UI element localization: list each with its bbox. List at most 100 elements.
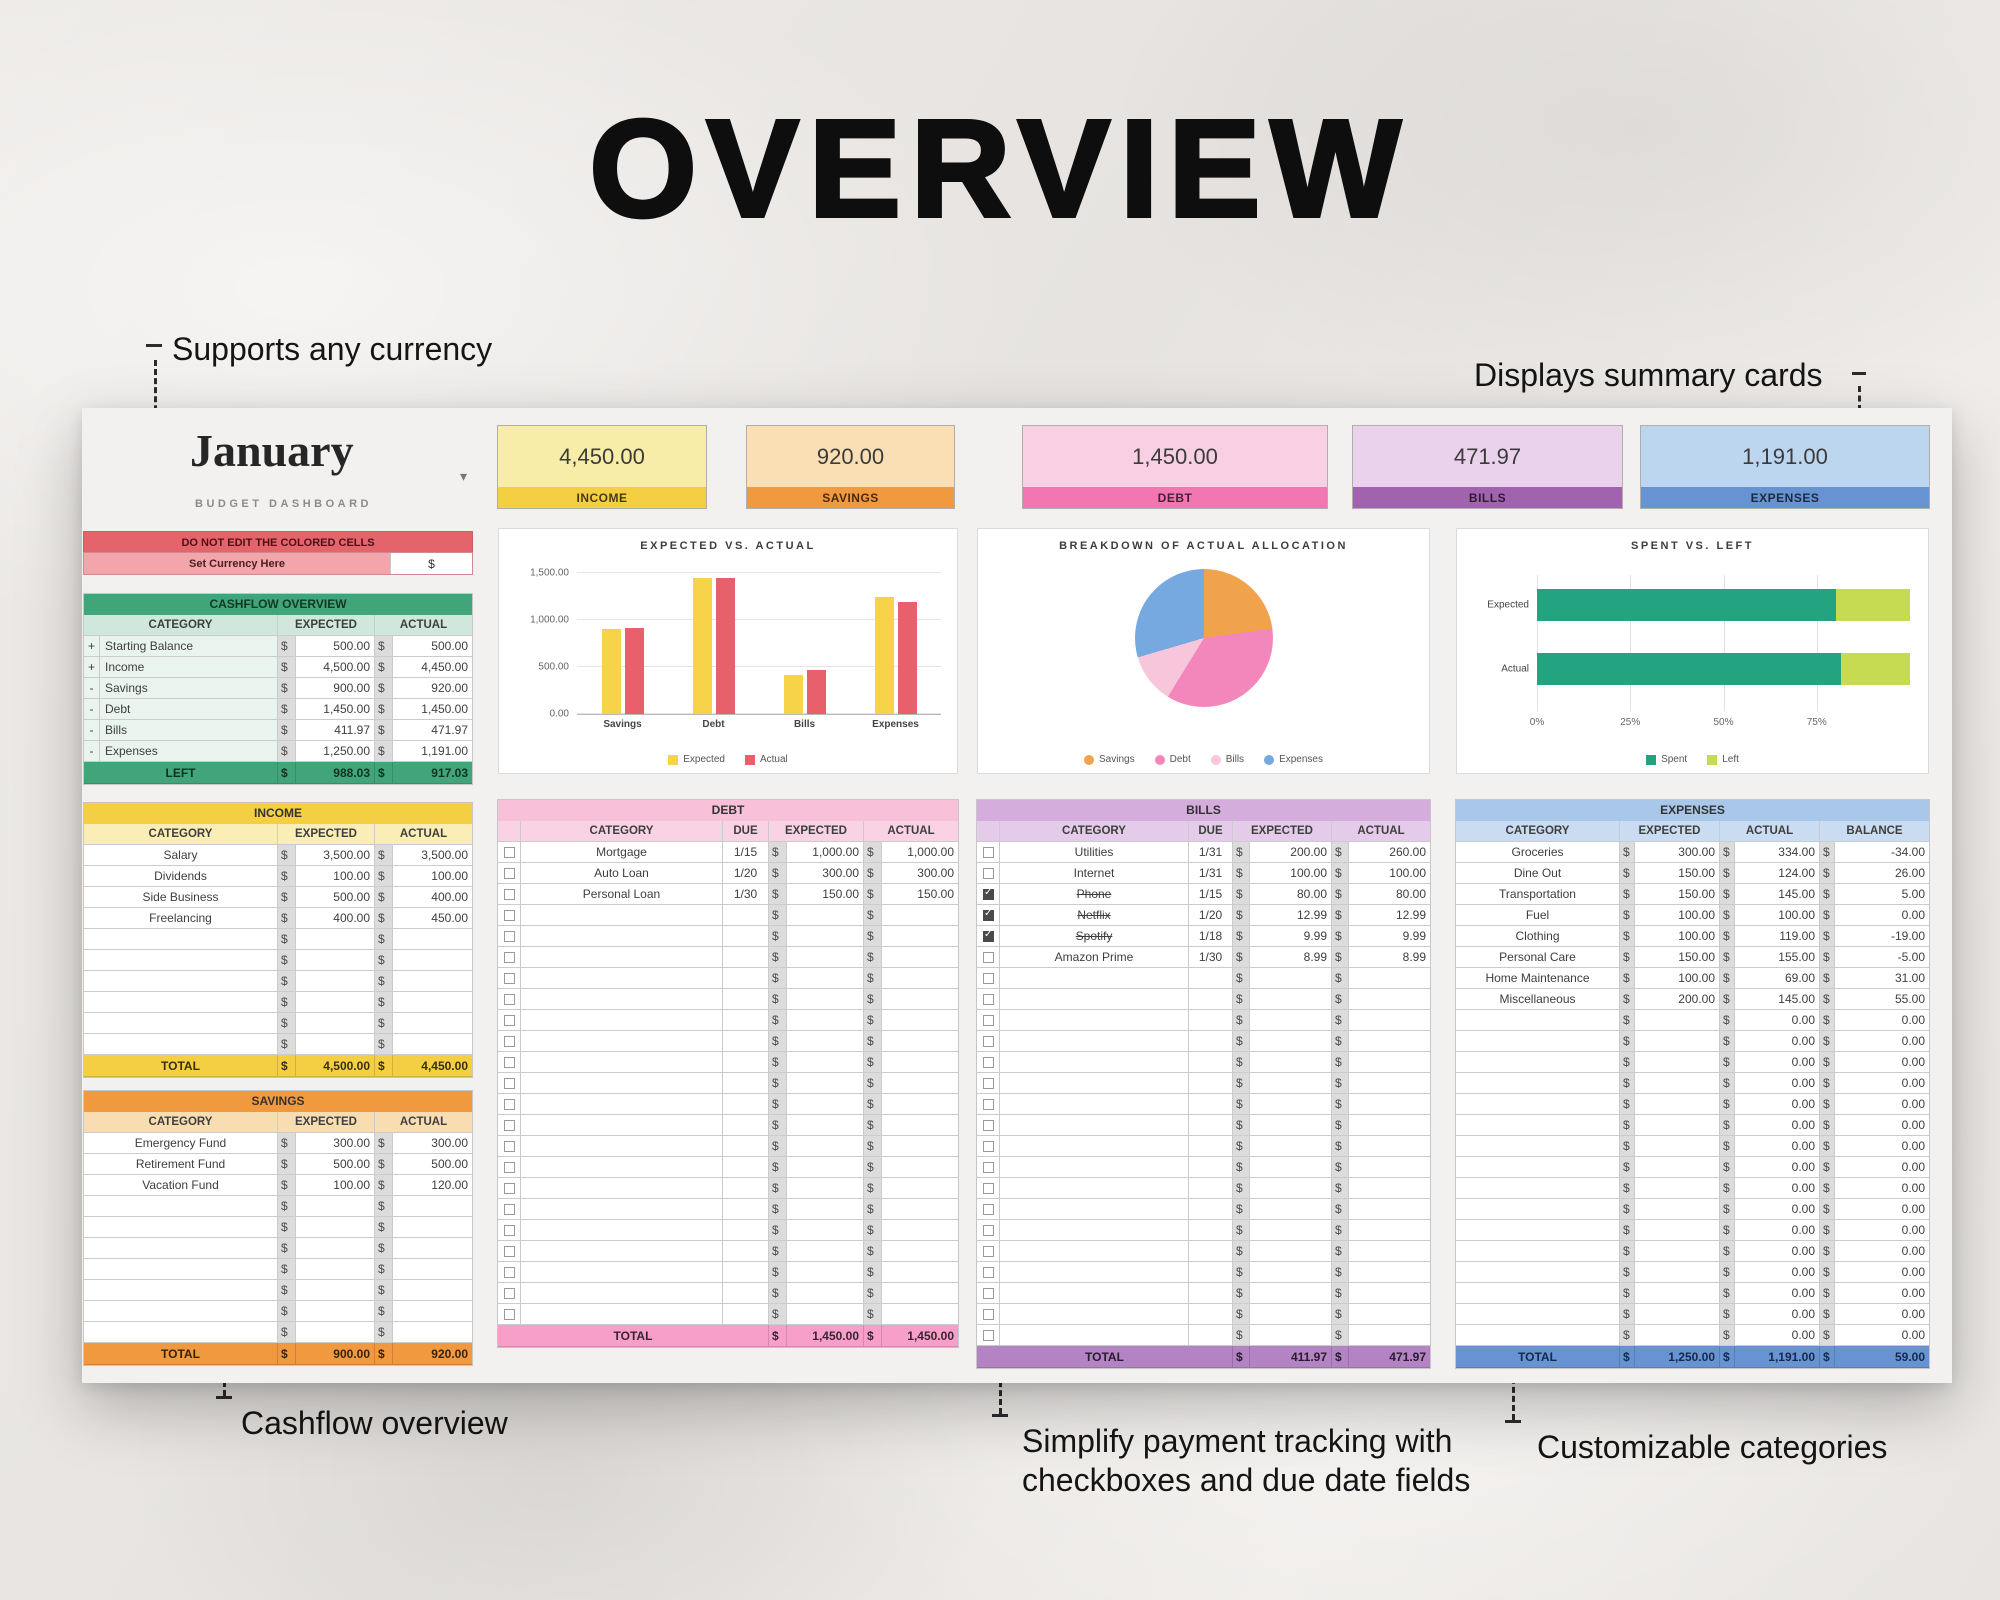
due-date-cell[interactable] bbox=[723, 926, 769, 947]
actual-cell[interactable]: 8.99 bbox=[1349, 947, 1430, 968]
due-date-cell[interactable]: 1/31 bbox=[1189, 863, 1233, 884]
category-cell[interactable] bbox=[521, 1094, 723, 1115]
actual-cell[interactable] bbox=[1349, 1178, 1430, 1199]
category-cell[interactable] bbox=[521, 1073, 723, 1094]
expected-cell[interactable] bbox=[1635, 1115, 1720, 1136]
expected-cell[interactable] bbox=[1250, 989, 1332, 1010]
category-cell[interactable] bbox=[1000, 1115, 1189, 1136]
actual-cell[interactable] bbox=[393, 971, 472, 992]
expected-cell[interactable] bbox=[787, 989, 864, 1010]
due-date-cell[interactable] bbox=[723, 1199, 769, 1220]
expected-cell[interactable] bbox=[1250, 1052, 1332, 1073]
category-cell[interactable] bbox=[84, 1322, 278, 1343]
expected-cell[interactable] bbox=[296, 992, 375, 1013]
actual-cell[interactable] bbox=[882, 1052, 958, 1073]
due-date-cell[interactable] bbox=[723, 1073, 769, 1094]
payment-checkbox[interactable] bbox=[982, 1035, 994, 1047]
payment-checkbox[interactable] bbox=[503, 993, 515, 1005]
expected-cell[interactable] bbox=[1250, 1220, 1332, 1241]
expected-cell[interactable]: 150.00 bbox=[1635, 863, 1720, 884]
actual-cell[interactable]: 12.99 bbox=[1349, 905, 1430, 926]
expected-cell[interactable]: 1,250.00 bbox=[296, 741, 375, 762]
category-cell[interactable] bbox=[521, 947, 723, 968]
category-cell[interactable]: Personal Care bbox=[1456, 947, 1620, 968]
actual-cell[interactable]: 145.00 bbox=[1735, 989, 1820, 1010]
category-cell[interactable]: Emergency Fund bbox=[84, 1133, 278, 1154]
actual-cell[interactable]: 0.00 bbox=[1735, 1304, 1820, 1325]
due-date-cell[interactable] bbox=[1189, 1178, 1233, 1199]
expected-cell[interactable] bbox=[296, 1217, 375, 1238]
expected-cell[interactable] bbox=[1635, 1094, 1720, 1115]
actual-cell[interactable]: 155.00 bbox=[1735, 947, 1820, 968]
category-cell[interactable] bbox=[1000, 1241, 1189, 1262]
expected-cell[interactable] bbox=[787, 1199, 864, 1220]
due-date-cell[interactable] bbox=[723, 968, 769, 989]
due-date-cell[interactable] bbox=[723, 989, 769, 1010]
category-cell[interactable]: Dividends bbox=[84, 866, 278, 887]
category-cell[interactable] bbox=[84, 992, 278, 1013]
expected-cell[interactable] bbox=[787, 926, 864, 947]
payment-checkbox[interactable] bbox=[503, 1266, 515, 1278]
actual-cell[interactable]: 1,450.00 bbox=[393, 699, 472, 720]
category-cell[interactable] bbox=[84, 1217, 278, 1238]
expected-cell[interactable] bbox=[1635, 1220, 1720, 1241]
category-cell[interactable] bbox=[521, 1199, 723, 1220]
actual-cell[interactable] bbox=[1349, 968, 1430, 989]
category-cell[interactable] bbox=[521, 1136, 723, 1157]
expected-cell[interactable]: 411.97 bbox=[296, 720, 375, 741]
category-cell[interactable] bbox=[521, 1178, 723, 1199]
category-cell[interactable] bbox=[1456, 1220, 1620, 1241]
payment-checkbox[interactable] bbox=[503, 1161, 515, 1173]
due-date-cell[interactable] bbox=[723, 1031, 769, 1052]
actual-cell[interactable]: 1,191.00 bbox=[393, 741, 472, 762]
currency-input[interactable]: $ bbox=[390, 553, 472, 574]
payment-checkbox[interactable] bbox=[982, 1287, 994, 1299]
due-date-cell[interactable] bbox=[723, 1241, 769, 1262]
expected-cell[interactable] bbox=[787, 1220, 864, 1241]
payment-checkbox[interactable] bbox=[503, 930, 515, 942]
actual-cell[interactable] bbox=[882, 1136, 958, 1157]
category-cell[interactable] bbox=[84, 1196, 278, 1217]
actual-cell[interactable] bbox=[393, 1259, 472, 1280]
payment-checkbox[interactable] bbox=[503, 1056, 515, 1068]
payment-checkbox[interactable] bbox=[503, 1098, 515, 1110]
payment-checkbox[interactable] bbox=[982, 1014, 994, 1026]
actual-cell[interactable]: 0.00 bbox=[1735, 1157, 1820, 1178]
due-date-cell[interactable] bbox=[723, 1094, 769, 1115]
expected-cell[interactable] bbox=[296, 1034, 375, 1055]
payment-checkbox[interactable] bbox=[982, 908, 994, 921]
expected-cell[interactable] bbox=[1635, 1304, 1720, 1325]
due-date-cell[interactable] bbox=[1189, 1304, 1233, 1325]
category-cell[interactable] bbox=[1000, 1199, 1189, 1220]
actual-cell[interactable]: 500.00 bbox=[393, 1154, 472, 1175]
category-cell[interactable] bbox=[1456, 1262, 1620, 1283]
category-cell[interactable] bbox=[521, 989, 723, 1010]
category-cell[interactable]: Expenses bbox=[100, 741, 278, 762]
actual-cell[interactable] bbox=[393, 1322, 472, 1343]
actual-cell[interactable]: 0.00 bbox=[1735, 1115, 1820, 1136]
due-date-cell[interactable] bbox=[723, 1220, 769, 1241]
actual-cell[interactable] bbox=[1349, 1325, 1430, 1346]
due-date-cell[interactable] bbox=[1189, 1199, 1233, 1220]
actual-cell[interactable]: 1,000.00 bbox=[882, 842, 958, 863]
category-cell[interactable] bbox=[1000, 1031, 1189, 1052]
category-cell[interactable] bbox=[521, 968, 723, 989]
expected-cell[interactable] bbox=[1635, 1073, 1720, 1094]
expected-cell[interactable] bbox=[296, 1196, 375, 1217]
payment-checkbox[interactable] bbox=[982, 887, 994, 900]
actual-cell[interactable] bbox=[882, 968, 958, 989]
category-cell[interactable] bbox=[1456, 1031, 1620, 1052]
category-cell[interactable] bbox=[84, 1013, 278, 1034]
payment-checkbox[interactable] bbox=[982, 1077, 994, 1089]
payment-checkbox[interactable] bbox=[982, 1203, 994, 1215]
actual-cell[interactable]: 80.00 bbox=[1349, 884, 1430, 905]
category-cell[interactable] bbox=[521, 1241, 723, 1262]
due-date-cell[interactable] bbox=[723, 1052, 769, 1073]
due-date-cell[interactable] bbox=[1189, 1220, 1233, 1241]
category-cell[interactable]: Salary bbox=[84, 845, 278, 866]
expected-cell[interactable] bbox=[787, 1304, 864, 1325]
due-date-cell[interactable]: 1/18 bbox=[1189, 926, 1233, 947]
expected-cell[interactable]: 400.00 bbox=[296, 908, 375, 929]
category-cell[interactable] bbox=[1456, 1073, 1620, 1094]
expected-cell[interactable] bbox=[787, 1052, 864, 1073]
